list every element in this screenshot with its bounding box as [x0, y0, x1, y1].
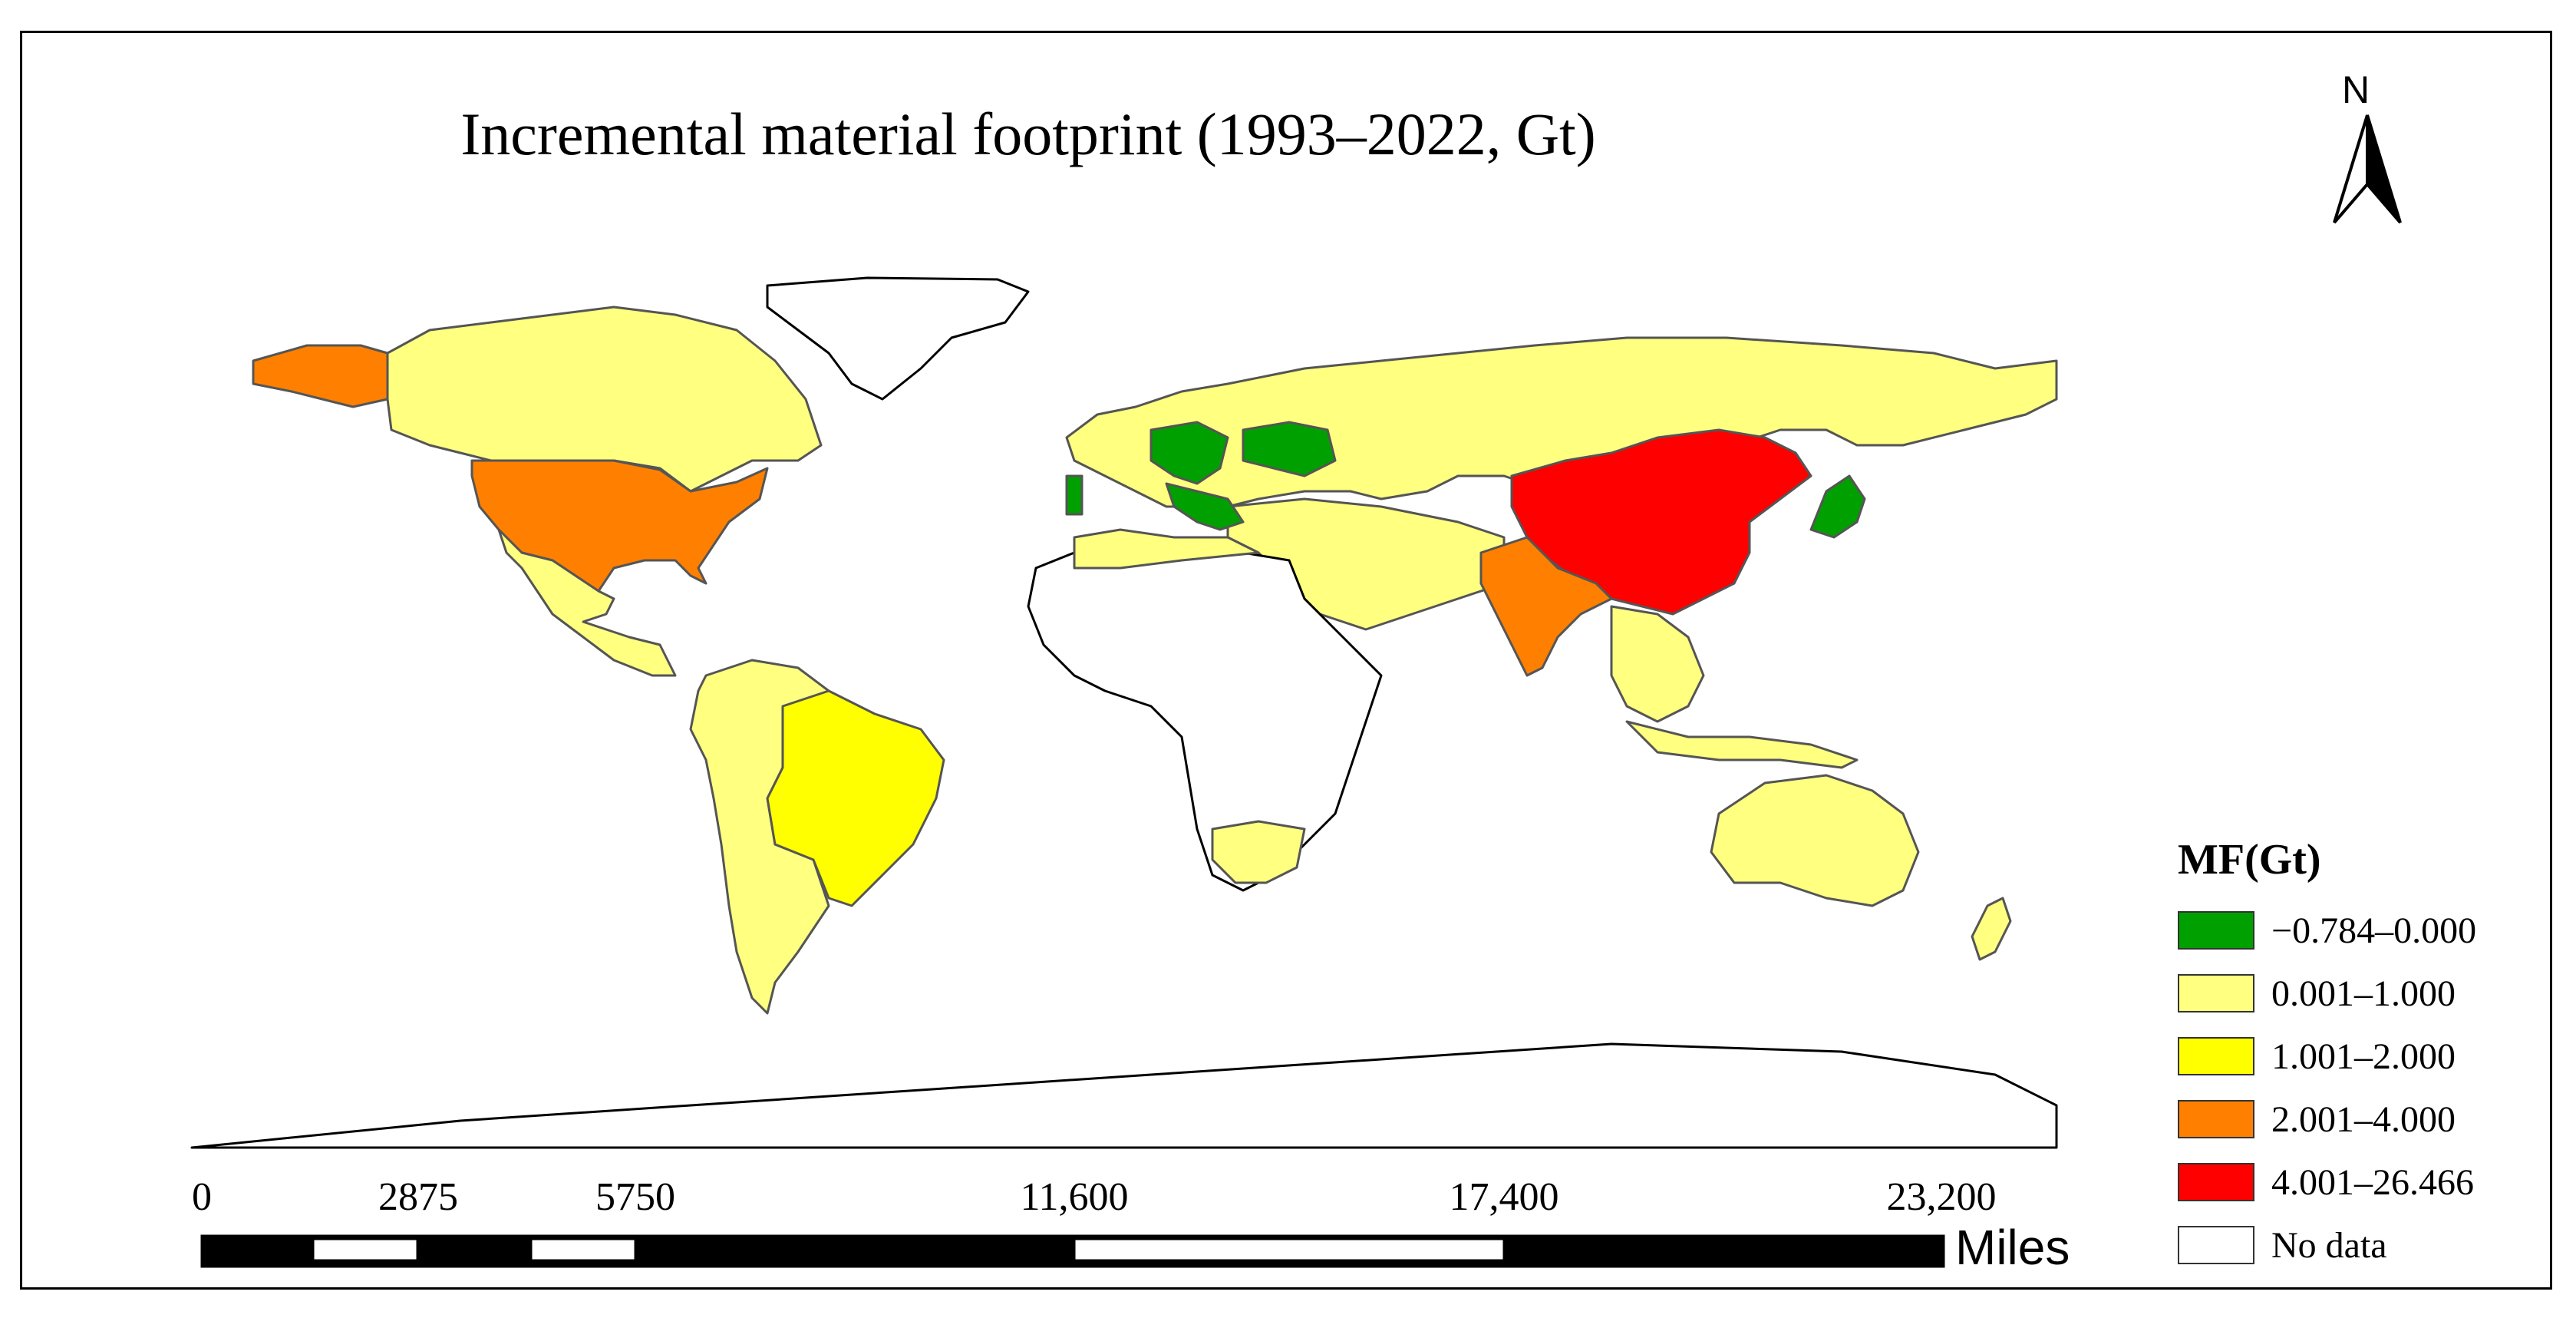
region-indonesia — [1625, 720, 1859, 769]
region-alaska — [252, 344, 389, 408]
legend-swatch — [2178, 1037, 2254, 1075]
legend-label: 0.001–1.000 — [2271, 973, 2456, 1014]
legend-item: 4.001–26.466 — [2178, 1156, 2476, 1208]
scale-segment-3 — [1073, 1237, 1506, 1262]
scale-unit: Miles — [1955, 1220, 2070, 1275]
region-india — [1479, 536, 1613, 677]
legend-title: MF(Gt) — [2178, 836, 2321, 884]
scale-label-1: 2875 — [378, 1175, 458, 1219]
legend-swatch — [2178, 974, 2254, 1012]
scale-label-5: 23,200 — [1886, 1175, 1997, 1219]
legend-swatch — [2178, 1163, 2254, 1201]
legend-swatch — [2178, 1226, 2254, 1264]
legend-swatch — [2178, 911, 2254, 950]
legend-item: 1.001–2.000 — [2178, 1030, 2476, 1082]
region-japan — [1809, 474, 1866, 539]
legend: MF(Gt) −0.784–0.000 0.001–1.000 1.001–2.… — [2178, 835, 2476, 1282]
legend-label: −0.784–0.000 — [2271, 910, 2477, 951]
legend-label: 2.001–4.000 — [2271, 1098, 2456, 1140]
region-brazil — [766, 689, 945, 907]
region-antarctica — [190, 1042, 2058, 1149]
legend-item: −0.784–0.000 — [2178, 904, 2476, 956]
legend-label: No data — [2271, 1224, 2387, 1266]
legend-item: No data — [2178, 1219, 2476, 1271]
region-mexico — [497, 528, 677, 677]
map-title: Incremental material footprint (1993–202… — [460, 101, 1596, 167]
north-label: N — [2342, 68, 2370, 111]
scale-label-0: 0 — [192, 1175, 212, 1219]
scale-label-2: 5750 — [595, 1175, 675, 1219]
scale-segment-1 — [312, 1237, 419, 1262]
region-italy-balkans — [1165, 482, 1245, 531]
region-north-africa — [1073, 528, 1260, 570]
region-canada — [386, 306, 823, 493]
scale-segment-2 — [529, 1237, 637, 1262]
legend-label: 1.001–2.000 — [2271, 1036, 2456, 1077]
region-australia — [1710, 774, 1920, 907]
region-new-zealand — [1971, 897, 2012, 961]
legend-item: 0.001–1.000 — [2178, 967, 2476, 1019]
legend-swatch — [2178, 1100, 2254, 1138]
scale-label-3: 11,600 — [1020, 1175, 1129, 1219]
scale-label-4: 17,400 — [1449, 1175, 1559, 1219]
region-central-europe — [1149, 421, 1229, 485]
region-greenland — [766, 276, 1030, 401]
region-ukraine — [1242, 421, 1337, 477]
legend-item: 2.001–4.000 — [2178, 1093, 2476, 1145]
north-arrow-icon — [2333, 114, 2402, 224]
region-portugal — [1065, 474, 1084, 516]
region-south-africa — [1211, 820, 1306, 884]
legend-label: 4.001–26.466 — [2271, 1161, 2474, 1203]
region-southeast-asia — [1610, 605, 1705, 723]
